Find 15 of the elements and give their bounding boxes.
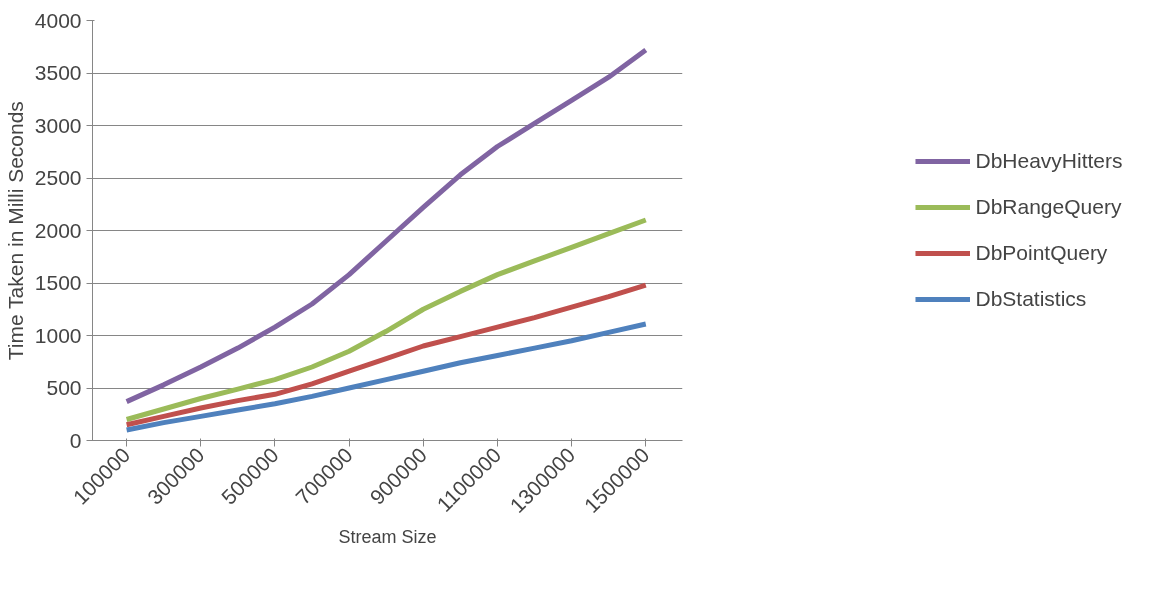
y-tick-label: 2500 xyxy=(34,166,82,189)
legend-label: DbStatistics xyxy=(975,287,1087,311)
y-tick-label: 3500 xyxy=(34,61,82,84)
legend-label: DbPointQuery xyxy=(975,241,1108,265)
y-tick-label: 1500 xyxy=(34,271,82,294)
y-tick-label: 0 xyxy=(69,428,82,452)
x-axis-title: Stream Size xyxy=(338,527,437,548)
y-tick-label: 2000 xyxy=(34,218,82,242)
legend-label: DbHeavyHitters xyxy=(975,149,1123,173)
y-tick-label: 500 xyxy=(46,376,82,399)
y-tick-label: 3000 xyxy=(34,113,82,137)
y-axis-title: Time Taken in Milli Seconds xyxy=(3,101,27,361)
y-tick-label: 4000 xyxy=(34,8,82,32)
legend-label: DbRangeQuery xyxy=(975,195,1122,219)
y-tick-label: 1000 xyxy=(34,323,82,347)
